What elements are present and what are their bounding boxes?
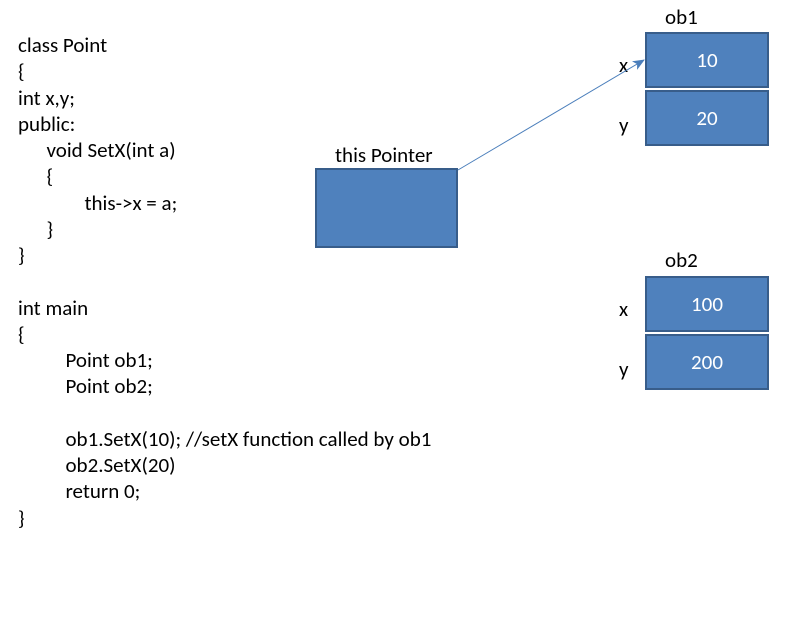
ob2-x-value: 100 <box>691 291 723 317</box>
ob2-y-cell: 200 <box>645 334 769 390</box>
ob1-x-label: x <box>619 52 628 78</box>
code-block: class Point { int x,y; public: void SetX… <box>18 32 431 531</box>
this-pointer-box <box>315 168 458 248</box>
ob2-y-label: y <box>619 356 629 382</box>
this-pointer-label: this Pointer <box>335 142 433 168</box>
ob1-y-cell: 20 <box>645 90 769 146</box>
ob2-x-cell: 100 <box>645 276 769 332</box>
ob2-label: ob2 <box>665 247 698 273</box>
ob2-x-label: x <box>619 296 628 322</box>
ob2-y-value: 200 <box>691 349 723 375</box>
ob1-x-value: 10 <box>696 47 717 73</box>
ob1-y-value: 20 <box>696 105 717 131</box>
ob1-x-cell: 10 <box>645 32 769 88</box>
ob1-y-label: y <box>619 112 629 138</box>
ob1-label: ob1 <box>665 4 698 30</box>
